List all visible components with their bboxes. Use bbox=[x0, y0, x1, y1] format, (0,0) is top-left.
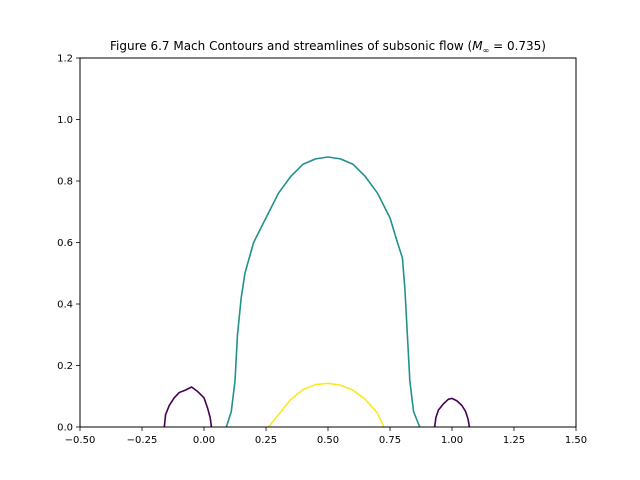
y-tick-label: 0.8 bbox=[57, 177, 73, 188]
x-tick-label: 0.50 bbox=[317, 435, 339, 446]
chart-title-math-var: M bbox=[472, 39, 483, 53]
contour-line-3 bbox=[225, 156, 421, 428]
contour-line-1 bbox=[163, 386, 213, 428]
x-tick-label: −0.50 bbox=[65, 435, 96, 446]
y-tick-label: 0.2 bbox=[57, 361, 73, 372]
y-tick-label: 0.4 bbox=[57, 300, 73, 311]
chart-title-math-sub: ∞ bbox=[483, 46, 490, 55]
y-tick-label: 0.6 bbox=[57, 238, 73, 249]
x-tick-label: 0.25 bbox=[255, 435, 277, 446]
plot-frame bbox=[79, 57, 577, 428]
x-tick-label: 1.50 bbox=[565, 435, 587, 446]
series-layer bbox=[163, 156, 471, 428]
chart-title-prefix: Figure 6.7 Mach Contours and streamlines… bbox=[110, 39, 472, 53]
contour-line-2 bbox=[433, 397, 471, 428]
chart-title: Figure 6.7 Mach Contours and streamlines… bbox=[110, 39, 546, 55]
x-tick-label: 0.00 bbox=[193, 435, 215, 446]
y-tick-label: 1.2 bbox=[57, 54, 73, 65]
y-tick-label: 1.0 bbox=[57, 115, 73, 126]
chart-title-math-eq: = 0.735) bbox=[489, 39, 546, 53]
y-tick-label: 0.0 bbox=[57, 423, 73, 434]
ticks-layer: −0.50 −0.25 0.00 0.25 0.50 0.75 1.00 1.25 1.50 0.… bbox=[57, 54, 587, 447]
x-tick-label: 0.75 bbox=[379, 435, 401, 446]
x-tick-label: 1.25 bbox=[503, 435, 525, 446]
contour-line-4 bbox=[267, 382, 385, 428]
x-tick-label: 1.00 bbox=[441, 435, 463, 446]
x-tick-label: −0.25 bbox=[127, 435, 158, 446]
